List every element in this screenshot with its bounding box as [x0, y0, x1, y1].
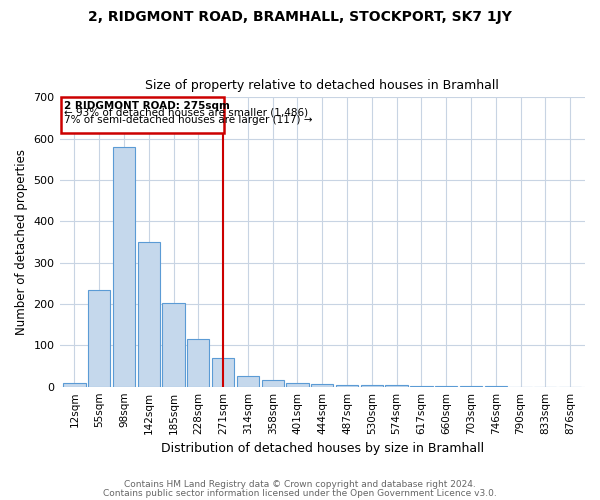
Text: 2, RIDGMONT ROAD, BRAMHALL, STOCKPORT, SK7 1JY: 2, RIDGMONT ROAD, BRAMHALL, STOCKPORT, S… [88, 10, 512, 24]
Bar [63, 384, 86, 386]
Bar [61, 98, 224, 134]
Bar [137, 242, 160, 386]
Text: ← 93% of detached houses are smaller (1,486): ← 93% of detached houses are smaller (1,… [64, 108, 308, 118]
Bar [262, 380, 284, 386]
Bar [88, 290, 110, 386]
Text: Contains public sector information licensed under the Open Government Licence v3: Contains public sector information licen… [103, 488, 497, 498]
Bar [212, 358, 234, 386]
Text: 7% of semi-detached houses are larger (117) →: 7% of semi-detached houses are larger (1… [64, 114, 313, 124]
Bar [311, 384, 334, 386]
Bar [163, 303, 185, 386]
Text: 2 RIDGMONT ROAD: 275sqm: 2 RIDGMONT ROAD: 275sqm [64, 100, 230, 110]
Bar [237, 376, 259, 386]
Bar [361, 384, 383, 386]
Title: Size of property relative to detached houses in Bramhall: Size of property relative to detached ho… [145, 79, 499, 92]
X-axis label: Distribution of detached houses by size in Bramhall: Distribution of detached houses by size … [161, 442, 484, 455]
Bar [286, 382, 308, 386]
Bar [113, 147, 135, 386]
Text: Contains HM Land Registry data © Crown copyright and database right 2024.: Contains HM Land Registry data © Crown c… [124, 480, 476, 489]
Bar [336, 384, 358, 386]
Y-axis label: Number of detached properties: Number of detached properties [15, 149, 28, 335]
Bar [187, 339, 209, 386]
